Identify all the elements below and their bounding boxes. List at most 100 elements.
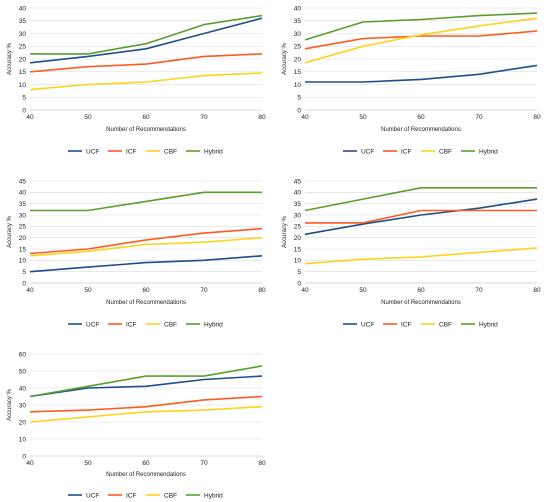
y-axis-label: Accuracy % (7, 43, 13, 75)
legend-label: UCF (86, 492, 99, 499)
y-tick-label: 0 (297, 280, 301, 287)
x-axis-label: Number of Recommendations (106, 472, 186, 478)
legend-label: CBF (164, 148, 177, 155)
y-tick-label: 10 (19, 82, 27, 89)
y-tick-label: 40 (19, 385, 27, 392)
series-line-icf (304, 30, 538, 50)
y-tick-label: 35 (19, 18, 27, 25)
x-tick-label: 60 (417, 287, 425, 294)
x-tick-label: 70 (200, 114, 208, 121)
y-tick-label: 20 (294, 235, 302, 242)
x-tick-label: 40 (26, 114, 34, 121)
y-tick-label: 15 (19, 246, 27, 253)
series-line-hybrid (304, 187, 537, 212)
series-line-hybrid (304, 12, 538, 41)
legend-label: ICF (401, 148, 412, 155)
x-tick-label: 80 (533, 114, 541, 121)
series-line-icf (29, 395, 263, 413)
y-tick-label: 45 (19, 178, 27, 185)
y-tick-label: 25 (19, 44, 27, 51)
y-axis-label: Accuracy % (7, 216, 13, 248)
legend-label: ICF (401, 321, 412, 328)
legend-label: UCF (86, 148, 99, 155)
y-tick-label: 20 (19, 235, 27, 242)
y-tick-label: 30 (19, 402, 27, 409)
legend-label: ICF (126, 148, 137, 155)
x-tick-label: 40 (26, 460, 34, 467)
x-tick-label: 60 (417, 114, 425, 121)
legend: UCF ICF CBF Hybrid (68, 492, 223, 499)
x-tick-label: 60 (142, 460, 150, 467)
legend-label: UCF (361, 321, 374, 328)
y-tick-label: 5 (22, 269, 26, 276)
x-tick-label: 50 (84, 460, 92, 467)
y-tick-label: 10 (294, 258, 302, 265)
y-tick-label: 40 (19, 190, 27, 197)
legend-label: CBF (439, 148, 452, 155)
y-tick-label: 15 (294, 246, 302, 253)
y-tick-label: 10 (294, 82, 302, 89)
x-tick-label: 50 (84, 287, 92, 294)
x-tick-label: 40 (26, 287, 34, 294)
x-tick-label: 80 (258, 114, 266, 121)
series-line-cbf (29, 236, 263, 257)
legend-label: ICF (126, 492, 137, 499)
y-tick-label: 45 (294, 178, 302, 185)
x-axis-label: Number of Recommendations (106, 300, 186, 306)
series-line-icf (305, 209, 537, 224)
x-tick-label: 50 (84, 114, 92, 121)
y-tick-label: 15 (19, 69, 27, 76)
chart-5: 0 10 20 30 40 50 60 40 50 60 70 80 Number of Recomme… (7, 351, 266, 499)
legend: UCF ICF CBF Hybrid (343, 148, 498, 155)
y-tick-label: 40 (294, 5, 302, 12)
series-line-icf (29, 227, 263, 255)
legend-label: UCF (361, 148, 374, 155)
x-axis-label: Number of Recommendations (381, 300, 461, 306)
legend-label: Hybrid (204, 148, 223, 155)
legend-label: CBF (164, 492, 177, 499)
legend: UCF ICF CBF Hybrid (68, 321, 223, 328)
x-axis-label: Number of Recommendations (106, 127, 186, 133)
x-tick-label: 70 (475, 114, 483, 121)
y-tick-label: 20 (19, 419, 27, 426)
y-tick-label: 25 (294, 44, 302, 51)
x-tick-label: 70 (200, 287, 208, 294)
chart-3: 0 5 10 15 20 25 30 35 40 45 40 50 60 70 80 Number of Re… (7, 178, 266, 328)
y-tick-label: 5 (297, 269, 301, 276)
legend-label: CBF (439, 321, 452, 328)
x-tick-label: 40 (301, 287, 309, 294)
x-tick-label: 50 (359, 287, 367, 294)
y-axis-label: Accuracy % (282, 216, 288, 248)
y-axis-label: Accuracy % (282, 43, 288, 75)
x-tick-label: 70 (200, 460, 208, 467)
y-tick-label: 0 (22, 453, 26, 460)
y-tick-label: 10 (19, 258, 27, 265)
y-tick-label: 30 (19, 31, 27, 38)
y-tick-label: 30 (19, 212, 27, 219)
series-line-hybrid (29, 365, 263, 398)
series-line-hybrid (30, 191, 262, 212)
y-tick-label: 15 (294, 69, 302, 76)
y-tick-label: 10 (19, 436, 27, 443)
legend: UCF ICF CBF Hybrid (68, 148, 223, 155)
y-tick-label: 50 (19, 368, 27, 375)
legend-label: CBF (164, 321, 177, 328)
y-tick-label: 25 (294, 224, 302, 231)
legend: UCF ICF CBF Hybrid (343, 321, 498, 328)
y-tick-label: 0 (297, 107, 301, 114)
y-tick-label: 0 (22, 280, 26, 287)
y-tick-label: 20 (19, 56, 27, 63)
chart-1: 0 5 10 15 20 25 30 35 40 40 50 60 70 80 Number of Reco… (7, 5, 266, 155)
series-line-cbf (29, 72, 263, 91)
legend-label: Hybrid (479, 148, 498, 155)
y-tick-label: 5 (22, 95, 26, 102)
y-tick-label: 35 (19, 201, 27, 208)
series-line-cbf (304, 17, 538, 64)
y-tick-label: 35 (294, 201, 302, 208)
x-tick-label: 50 (359, 114, 367, 121)
y-tick-label: 0 (22, 107, 26, 114)
series-line-ucf (29, 17, 263, 64)
series-line-ucf (305, 64, 538, 83)
x-tick-label: 60 (142, 114, 150, 121)
